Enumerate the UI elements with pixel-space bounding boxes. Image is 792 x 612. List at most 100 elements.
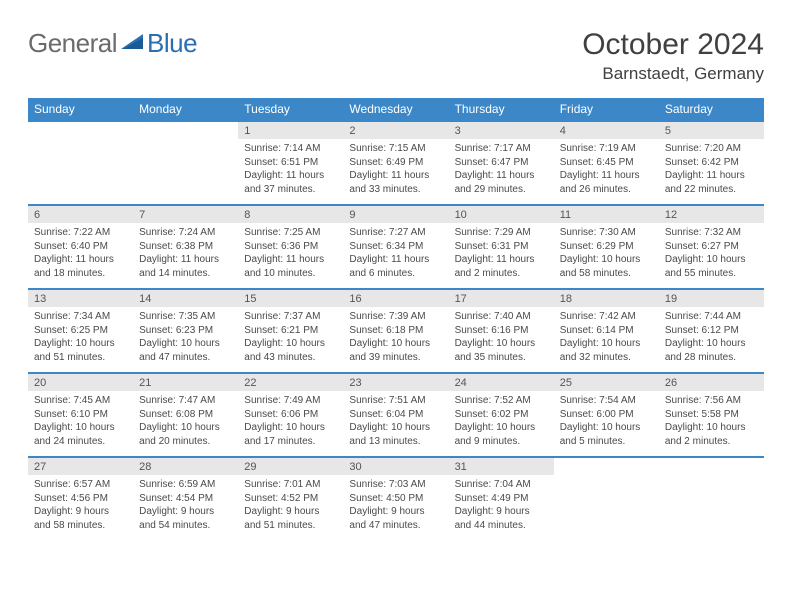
- sunset-text: Sunset: 6:00 PM: [560, 408, 653, 422]
- sunrise-text: Sunrise: 7:03 AM: [349, 478, 442, 492]
- sunset-text: Sunset: 4:56 PM: [34, 492, 127, 506]
- day-detail-cell: [554, 475, 659, 540]
- weekday-header: Tuesday: [238, 98, 343, 121]
- daylight-text: Daylight: 9 hours and 44 minutes.: [455, 505, 548, 532]
- daylight-text: Daylight: 9 hours and 51 minutes.: [244, 505, 337, 532]
- day-number-cell: 10: [449, 205, 554, 223]
- sunset-text: Sunset: 6:27 PM: [665, 240, 758, 254]
- day-number-row: 12345: [28, 121, 764, 139]
- day-detail-cell: Sunrise: 7:03 AMSunset: 4:50 PMDaylight:…: [343, 475, 448, 540]
- sunrise-text: Sunrise: 7:40 AM: [455, 310, 548, 324]
- sunset-text: Sunset: 6:42 PM: [665, 156, 758, 170]
- day-number-row: 6789101112: [28, 205, 764, 223]
- sunrise-text: Sunrise: 7:56 AM: [665, 394, 758, 408]
- sunset-text: Sunset: 6:21 PM: [244, 324, 337, 338]
- day-number-cell: 3: [449, 121, 554, 139]
- daylight-text: Daylight: 10 hours and 2 minutes.: [665, 421, 758, 448]
- day-number-cell: [133, 121, 238, 139]
- day-number-cell: 4: [554, 121, 659, 139]
- daylight-text: Daylight: 10 hours and 20 minutes.: [139, 421, 232, 448]
- daylight-text: Daylight: 10 hours and 51 minutes.: [34, 337, 127, 364]
- sunrise-text: Sunrise: 7:45 AM: [34, 394, 127, 408]
- sunrise-text: Sunrise: 7:17 AM: [455, 142, 548, 156]
- day-detail-cell: Sunrise: 7:42 AMSunset: 6:14 PMDaylight:…: [554, 307, 659, 373]
- day-detail-cell: Sunrise: 7:54 AMSunset: 6:00 PMDaylight:…: [554, 391, 659, 457]
- day-detail-cell: Sunrise: 7:49 AMSunset: 6:06 PMDaylight:…: [238, 391, 343, 457]
- day-detail-cell: Sunrise: 7:35 AMSunset: 6:23 PMDaylight:…: [133, 307, 238, 373]
- sunrise-text: Sunrise: 6:57 AM: [34, 478, 127, 492]
- day-detail-cell: Sunrise: 7:44 AMSunset: 6:12 PMDaylight:…: [659, 307, 764, 373]
- daylight-text: Daylight: 10 hours and 47 minutes.: [139, 337, 232, 364]
- day-detail-cell: Sunrise: 7:04 AMSunset: 4:49 PMDaylight:…: [449, 475, 554, 540]
- sunrise-text: Sunrise: 7:39 AM: [349, 310, 442, 324]
- day-detail-cell: Sunrise: 7:14 AMSunset: 6:51 PMDaylight:…: [238, 139, 343, 205]
- day-number-cell: 29: [238, 457, 343, 475]
- sunrise-text: Sunrise: 7:49 AM: [244, 394, 337, 408]
- sunset-text: Sunset: 6:49 PM: [349, 156, 442, 170]
- sunset-text: Sunset: 6:16 PM: [455, 324, 548, 338]
- day-number-row: 2728293031: [28, 457, 764, 475]
- day-detail-cell: Sunrise: 7:37 AMSunset: 6:21 PMDaylight:…: [238, 307, 343, 373]
- day-number-cell: 17: [449, 289, 554, 307]
- sunrise-text: Sunrise: 7:27 AM: [349, 226, 442, 240]
- weekday-header: Sunday: [28, 98, 133, 121]
- sunset-text: Sunset: 6:31 PM: [455, 240, 548, 254]
- daylight-text: Daylight: 11 hours and 10 minutes.: [244, 253, 337, 280]
- day-number-cell: 27: [28, 457, 133, 475]
- day-detail-cell: Sunrise: 7:51 AMSunset: 6:04 PMDaylight:…: [343, 391, 448, 457]
- daylight-text: Daylight: 10 hours and 35 minutes.: [455, 337, 548, 364]
- sunrise-text: Sunrise: 7:37 AM: [244, 310, 337, 324]
- sunset-text: Sunset: 4:52 PM: [244, 492, 337, 506]
- sunset-text: Sunset: 6:47 PM: [455, 156, 548, 170]
- sunset-text: Sunset: 6:08 PM: [139, 408, 232, 422]
- daylight-text: Daylight: 11 hours and 18 minutes.: [34, 253, 127, 280]
- daylight-text: Daylight: 11 hours and 6 minutes.: [349, 253, 442, 280]
- daylight-text: Daylight: 10 hours and 28 minutes.: [665, 337, 758, 364]
- sunset-text: Sunset: 4:54 PM: [139, 492, 232, 506]
- day-detail-cell: Sunrise: 7:01 AMSunset: 4:52 PMDaylight:…: [238, 475, 343, 540]
- day-detail-cell: Sunrise: 7:25 AMSunset: 6:36 PMDaylight:…: [238, 223, 343, 289]
- title-block: October 2024 Barnstaedt, Germany: [582, 28, 764, 84]
- sunrise-text: Sunrise: 7:29 AM: [455, 226, 548, 240]
- weekday-header-row: Sunday Monday Tuesday Wednesday Thursday…: [28, 98, 764, 121]
- daylight-text: Daylight: 10 hours and 32 minutes.: [560, 337, 653, 364]
- day-number-cell: 31: [449, 457, 554, 475]
- weekday-header: Monday: [133, 98, 238, 121]
- day-number-cell: 8: [238, 205, 343, 223]
- sunset-text: Sunset: 6:51 PM: [244, 156, 337, 170]
- day-number-cell: 14: [133, 289, 238, 307]
- weekday-header: Friday: [554, 98, 659, 121]
- day-detail-cell: Sunrise: 7:15 AMSunset: 6:49 PMDaylight:…: [343, 139, 448, 205]
- day-detail-cell: Sunrise: 7:30 AMSunset: 6:29 PMDaylight:…: [554, 223, 659, 289]
- day-detail-row: Sunrise: 6:57 AMSunset: 4:56 PM Daylight:…: [28, 475, 764, 540]
- sunrise-text: Sunrise: 7:44 AM: [665, 310, 758, 324]
- day-detail-cell: Sunrise: 7:39 AMSunset: 6:18 PMDaylight:…: [343, 307, 448, 373]
- day-detail-row: Sunrise: 7:22 AMSunset: 6:40 PMDaylight:…: [28, 223, 764, 289]
- day-number-cell: 11: [554, 205, 659, 223]
- daylight-text: Daylight: 10 hours and 5 minutes.: [560, 421, 653, 448]
- day-number-cell: 6: [28, 205, 133, 223]
- sunset-text: Sunset: 6:25 PM: [34, 324, 127, 338]
- day-detail-row: Sunrise: 7:45 AMSunset: 6:10 PMDaylight:…: [28, 391, 764, 457]
- calendar-table: Sunday Monday Tuesday Wednesday Thursday…: [28, 98, 764, 540]
- sunset-text: Sunset: 6:45 PM: [560, 156, 653, 170]
- daylight-text: Daylight: 10 hours and 13 minutes.: [349, 421, 442, 448]
- sunrise-text: Sunrise: 7:51 AM: [349, 394, 442, 408]
- daylight-text: Daylight: 11 hours and 2 minutes.: [455, 253, 548, 280]
- day-number-cell: 24: [449, 373, 554, 391]
- day-detail-cell: [659, 475, 764, 540]
- day-detail-cell: Sunrise: 7:29 AMSunset: 6:31 PMDaylight:…: [449, 223, 554, 289]
- logo: General Blue: [28, 28, 197, 59]
- day-detail-cell: Sunrise: 6:57 AMSunset: 4:56 PMDaylight:…: [28, 475, 133, 540]
- sunrise-text: Sunrise: 7:34 AM: [34, 310, 127, 324]
- day-number-cell: 23: [343, 373, 448, 391]
- sunset-text: Sunset: 6:06 PM: [244, 408, 337, 422]
- day-number-cell: 1: [238, 121, 343, 139]
- day-detail-cell: Sunrise: 7:22 AMSunset: 6:40 PMDaylight:…: [28, 223, 133, 289]
- day-detail-cell: Sunrise: 7:45 AMSunset: 6:10 PMDaylight:…: [28, 391, 133, 457]
- sunrise-text: Sunrise: 7:15 AM: [349, 142, 442, 156]
- sunset-text: Sunset: 6:04 PM: [349, 408, 442, 422]
- sunset-text: Sunset: 6:29 PM: [560, 240, 653, 254]
- weekday-header: Wednesday: [343, 98, 448, 121]
- daylight-text: Daylight: 11 hours and 14 minutes.: [139, 253, 232, 280]
